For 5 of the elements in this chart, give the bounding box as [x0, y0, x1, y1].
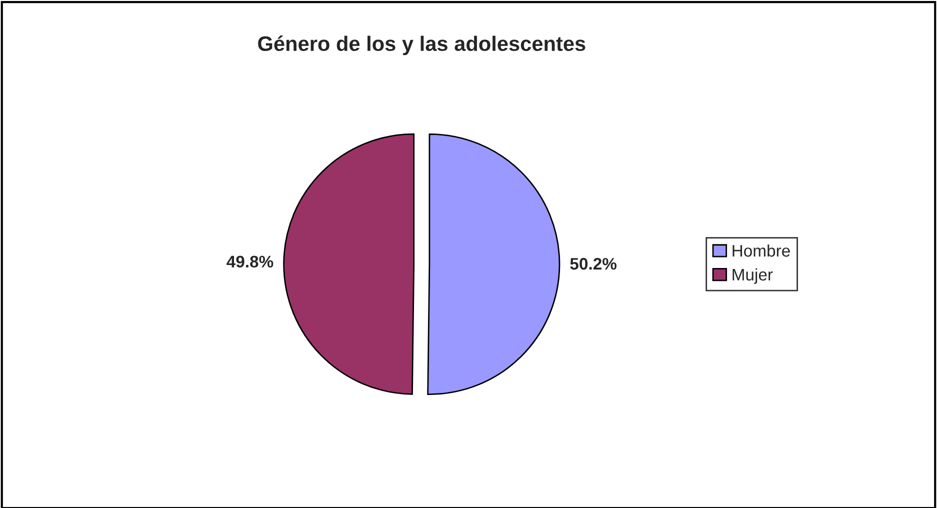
data-label: 49.8% — [226, 256, 274, 268]
chart-title: Género de los y las adolescentes — [258, 36, 586, 56]
legend-label: Hombre — [732, 244, 790, 257]
legend-label: Mujer — [732, 268, 773, 284]
data-label: 50.2% — [570, 258, 616, 270]
